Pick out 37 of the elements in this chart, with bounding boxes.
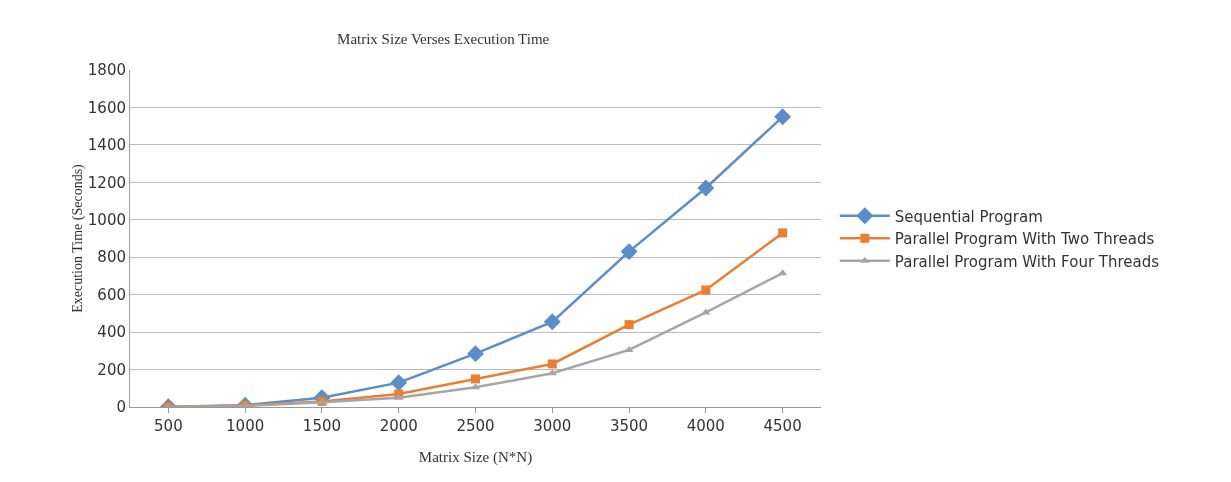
point — [467, 345, 484, 363]
point — [778, 228, 788, 238]
x-axis-title: Matrix Size (N*N) — [418, 449, 533, 466]
x-tick-label: 1000 — [226, 417, 265, 435]
point — [620, 243, 638, 261]
legend-label: Sequential Program — [894, 207, 1043, 226]
y-tick-label: 1000 — [87, 211, 126, 230]
legend-label: Parallel Program With Two Threads — [894, 230, 1155, 249]
legend-label: Parallel Program With Four Threads — [894, 252, 1160, 271]
y-tick-label: 1200 — [87, 173, 126, 192]
point — [774, 108, 792, 126]
y-tick-label: 1400 — [87, 136, 126, 155]
y-tick-label: 400 — [97, 323, 126, 342]
point — [624, 320, 634, 330]
x-tick-label: 3000 — [533, 417, 572, 435]
x-tick-label: 4000 — [686, 417, 725, 435]
x-tick-label: 3500 — [609, 417, 649, 435]
x-tick-label: 4500 — [763, 417, 802, 435]
point — [701, 285, 711, 295]
y-axis-title: Execution Time (Seconds) — [69, 163, 86, 313]
point — [394, 393, 404, 400]
point — [471, 374, 480, 384]
x-tick-label: 2500 — [456, 417, 495, 435]
chart-title: Matrix Size Verses Execution Time — [337, 31, 550, 48]
x-tick-label: 1500 — [302, 417, 342, 435]
x-tick-label: 2000 — [379, 417, 418, 435]
y-tick-label: 200 — [97, 360, 126, 379]
point — [543, 313, 561, 331]
y-tick-label: 0 — [116, 398, 126, 417]
x-tick-label: 500 — [154, 417, 183, 435]
point — [547, 359, 557, 369]
point — [697, 179, 715, 197]
y-tick-label: 1600 — [87, 98, 126, 117]
y-tick-label: 1800 — [87, 61, 126, 80]
y-tick-label: 600 — [97, 285, 126, 304]
point — [390, 374, 408, 392]
y-tick-label: 800 — [97, 248, 126, 267]
